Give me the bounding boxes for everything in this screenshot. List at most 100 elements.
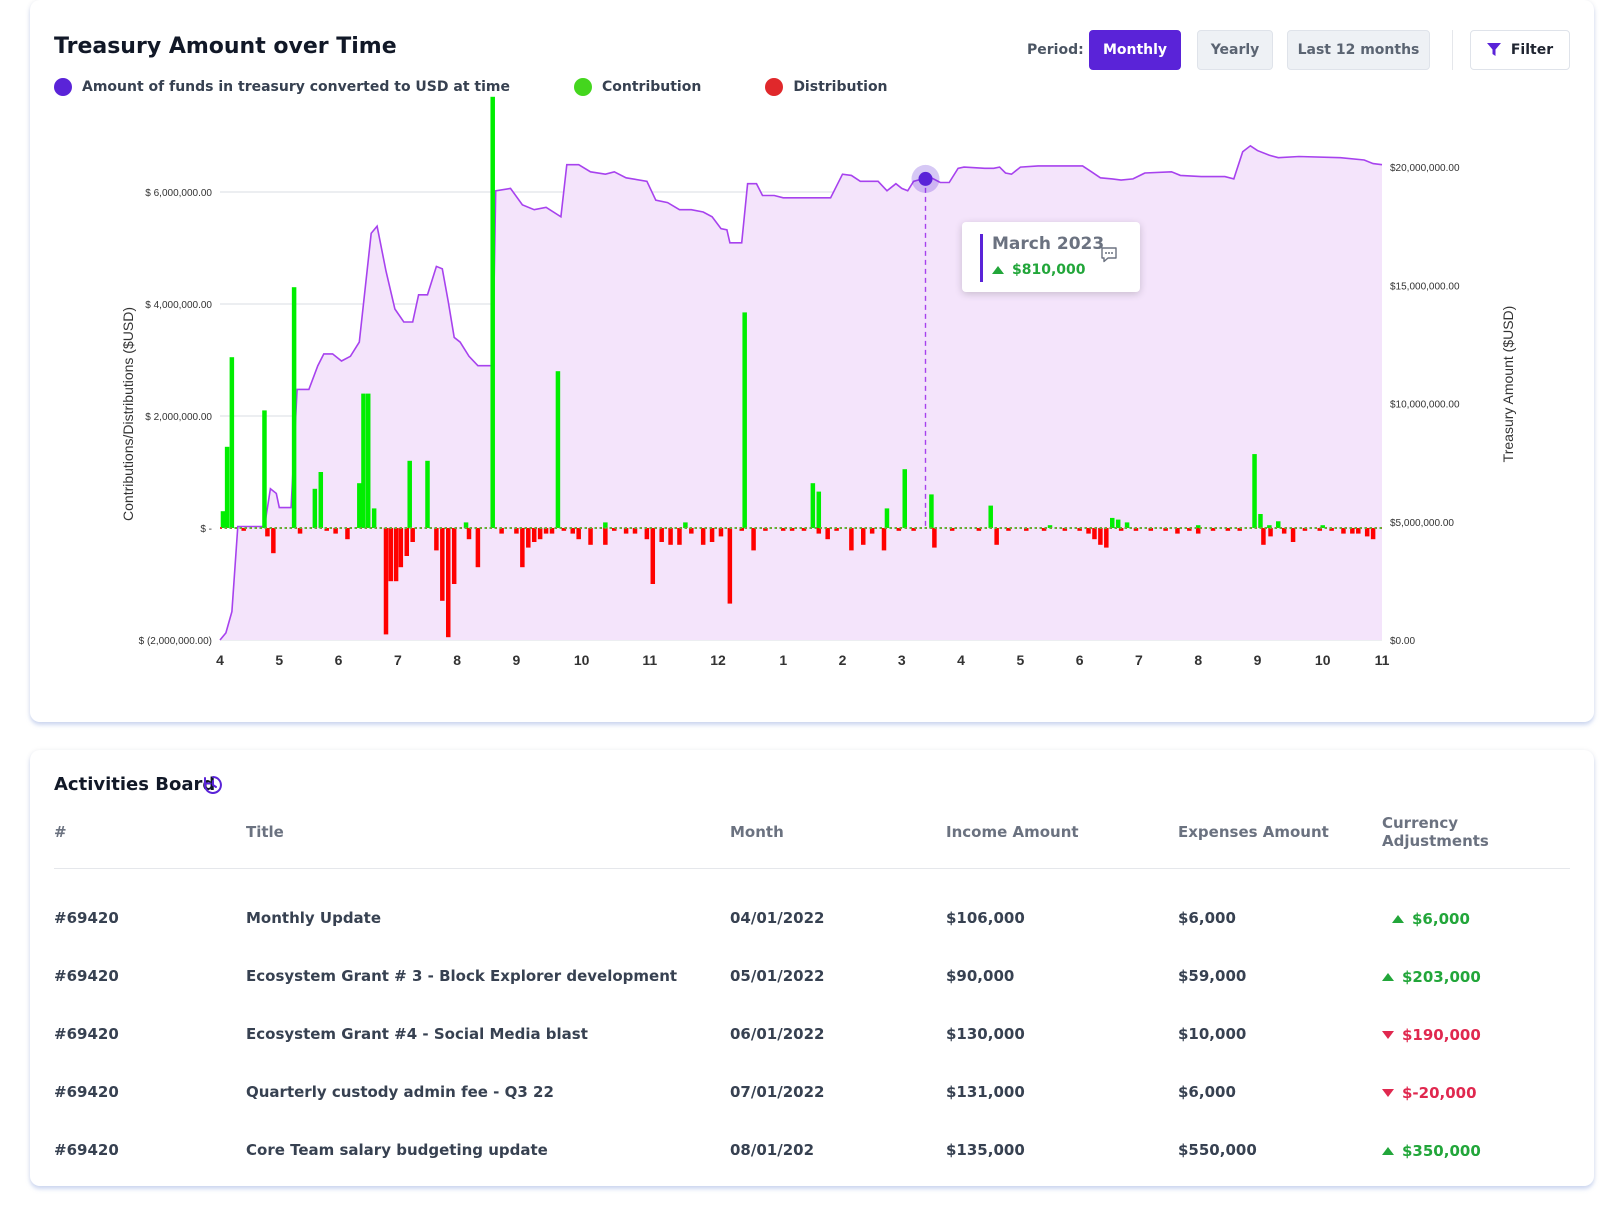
column-header-id[interactable]: #	[54, 796, 246, 869]
adjustment-value: $203,000	[1402, 967, 1481, 986]
tooltip-value-text: $810,000	[1012, 262, 1086, 278]
table-row[interactable]: #69420 Ecosystem Grant #4 - Social Media…	[54, 1005, 1570, 1063]
distribution-bar	[1364, 528, 1370, 537]
distribution-bar	[520, 528, 525, 568]
table-row[interactable]: #69420 Quarterly custody admin fee - Q3 …	[54, 1063, 1570, 1121]
cell-month: 08/01/202	[730, 1141, 815, 1159]
distribution-bar	[549, 528, 555, 534]
column-header-expenses[interactable]: Expenses Amount	[1178, 796, 1382, 869]
table-row[interactable]: #69420 Ecosystem Grant # 3 - Block Explo…	[54, 947, 1570, 1005]
distribution-bar	[689, 528, 694, 534]
contribution-bar	[291, 287, 297, 528]
column-header-adjustments[interactable]: Currency Adjustments	[1382, 796, 1570, 869]
distribution-bar	[526, 528, 531, 548]
table-header-row: # Title Month Income Amount Expenses Amo…	[54, 796, 1570, 869]
distribution-bar	[561, 528, 567, 531]
distribution-bar	[780, 528, 786, 531]
distribution-bar	[1290, 528, 1296, 542]
distribution-bar	[451, 528, 457, 584]
distribution-bar	[466, 528, 472, 540]
column-header-title[interactable]: Title	[246, 796, 730, 869]
cell-income: $131,000	[946, 1083, 1025, 1101]
arrow-up-icon	[1392, 914, 1404, 923]
legend-item-contribution[interactable]: Contribution	[573, 78, 701, 96]
distribution-bar	[531, 528, 537, 542]
period-monthly-button[interactable]: Monthly	[1089, 30, 1181, 70]
cell-title: Monthly Update	[246, 909, 382, 927]
cell-expenses: $10,000	[1178, 1025, 1247, 1043]
distribution-bar	[588, 528, 593, 545]
contribution-bar	[1276, 521, 1281, 528]
treasury-chart[interactable]: $ 6,000,000.00 $ 4,000,000.00 $ 2,000,000.…	[30, 0, 1594, 722]
distribution-bar	[543, 528, 549, 534]
distribution-bar	[623, 528, 629, 534]
tooltip-month: March 2023	[992, 234, 1105, 254]
distribution-bar	[896, 528, 902, 531]
contribution-bar	[220, 511, 226, 528]
cell-month: 07/01/2022	[730, 1083, 825, 1101]
arrow-up-icon	[992, 266, 1004, 274]
distribution-bar	[727, 528, 733, 604]
cell-adjustment: $203,000	[1382, 947, 1570, 1005]
distribution-bar	[911, 528, 916, 531]
distribution-bar	[434, 528, 439, 551]
cell-month: 05/01/2022	[730, 967, 825, 985]
y2-tick-label: $0.00	[1390, 636, 1415, 647]
x-tick-label: 9	[513, 652, 521, 668]
contribution-bar	[555, 371, 561, 528]
cell-income: $90,000	[946, 967, 1015, 985]
distribution-bar	[659, 528, 664, 542]
filter-button[interactable]: Filter	[1470, 30, 1570, 70]
distribution-bar	[1341, 528, 1346, 534]
cell-adjustment: $350,000	[1382, 1121, 1570, 1179]
distribution-bar	[668, 528, 673, 545]
y2-tick-label: $5,000,000.00	[1390, 518, 1454, 529]
period-last-12-months-button[interactable]: Last 12 months	[1287, 30, 1430, 70]
cell-expenses: $550,000	[1178, 1141, 1257, 1159]
distribution-bar	[324, 528, 329, 531]
distribution-bar	[612, 528, 617, 531]
x-tick-label: 9	[1254, 652, 1262, 668]
contribution-bar	[1047, 525, 1053, 528]
chart-tooltip: March 2023 $810,000	[962, 222, 1140, 292]
legend-item-distribution[interactable]: Distribution	[765, 78, 888, 96]
cell-title: Ecosystem Grant #4 - Social Media blast	[246, 1025, 588, 1043]
distribution-bar	[709, 528, 715, 542]
adjustment-value: $350,000	[1402, 1141, 1481, 1160]
cell-adjustment: $6,000	[1382, 869, 1570, 948]
distribution-bar	[383, 528, 389, 635]
distribution-bar	[1092, 528, 1097, 540]
y2-tick-label: $20,000,000.00	[1390, 163, 1460, 174]
table-row[interactable]: #69420 Core Team salary budgeting update…	[54, 1121, 1570, 1179]
x-tick-label: 12	[710, 652, 726, 668]
table-row[interactable]: #69420 Monthly Update 04/01/2022 $106,00…	[54, 869, 1570, 948]
distribution-bar	[644, 528, 650, 540]
comment-icon[interactable]	[1100, 246, 1118, 264]
distribution-bar	[949, 528, 955, 531]
contribution-bar	[742, 312, 747, 528]
distribution-bar	[537, 528, 543, 540]
contribution-bar	[988, 505, 993, 528]
clock-refresh-icon[interactable]	[202, 774, 224, 796]
column-header-month[interactable]: Month	[730, 796, 946, 869]
y2-tick-label: $10,000,000.00	[1390, 400, 1460, 411]
distribution-bar	[514, 528, 519, 534]
contribution-bar	[262, 410, 267, 528]
distribution-bar	[1350, 528, 1355, 534]
distribution-bar	[410, 528, 415, 542]
period-yearly-button[interactable]: Yearly	[1197, 30, 1273, 70]
distribution-bar	[789, 528, 795, 531]
x-tick-label: 7	[394, 652, 402, 668]
cell-month: 04/01/2022	[730, 909, 825, 927]
contribution-bar	[1110, 517, 1115, 528]
y-tick-label: $ 2,000,000.00	[145, 412, 212, 423]
distribution-bar	[1187, 528, 1192, 531]
treasury-chart-card: Treasury Amount over Time Period: Monthl…	[30, 0, 1594, 722]
filter-label: Filter	[1510, 42, 1554, 58]
distribution-bar	[801, 528, 807, 531]
distribution-bar	[869, 528, 875, 534]
contribution-bar	[1252, 454, 1257, 528]
adjustment-negative: $190,000	[1382, 1026, 1481, 1044]
column-header-income[interactable]: Income Amount	[946, 796, 1178, 869]
legend-item-treasury[interactable]: Amount of funds in treasury converted to…	[54, 78, 510, 96]
